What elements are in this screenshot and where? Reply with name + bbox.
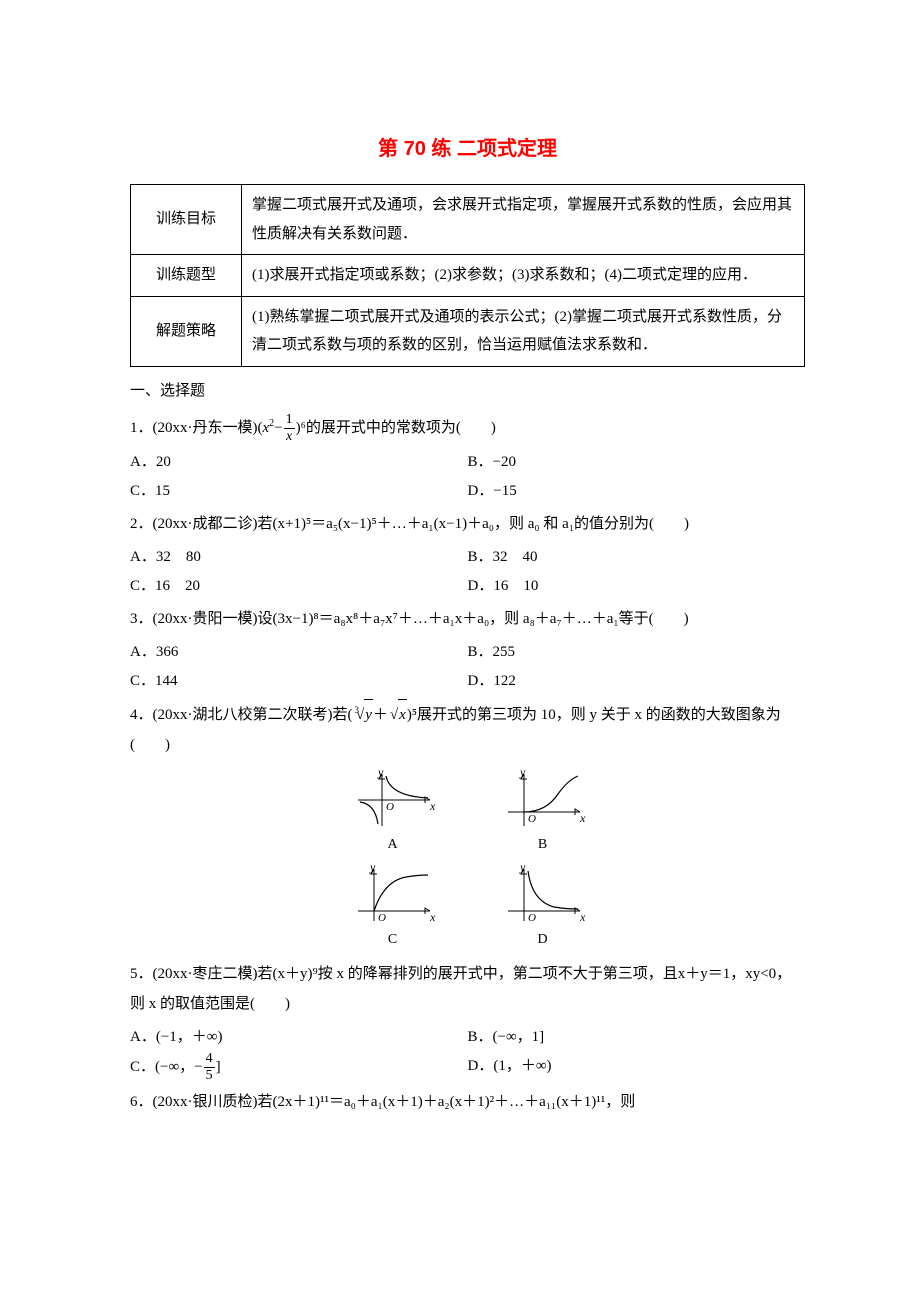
option-a: A．32 80 bbox=[130, 543, 468, 572]
option-d: D．(1，＋∞) bbox=[468, 1052, 806, 1083]
svg-text:x: x bbox=[429, 910, 436, 924]
table-row: 训练题型 (1)求展开式指定项或系数；(2)求参数；(3)求系数和；(4)二项式… bbox=[131, 255, 805, 297]
svg-text:y: y bbox=[519, 768, 526, 779]
graph-b: y x O B bbox=[498, 768, 588, 859]
option-b: B．(−∞，1] bbox=[468, 1023, 806, 1052]
svg-text:x: x bbox=[579, 910, 586, 924]
option-b: B．32 40 bbox=[468, 543, 806, 572]
option-a: A．(−1，＋∞) bbox=[130, 1023, 468, 1052]
q1-options: A．20 B．−20 C．15 D．−15 bbox=[130, 448, 805, 505]
plot-c-icon: y x O bbox=[348, 863, 438, 925]
graph-d: y x O D bbox=[498, 863, 588, 954]
question-2: 2．(20xx·成都二诊)若(x+1)⁵＝a₅(x−1)⁵＋…＋a₁(x−1)＋… bbox=[130, 509, 805, 539]
goal-table: 训练目标 掌握二项式展开式及通项，会求展开式指定项，掌握展开式系数的性质，会应用… bbox=[130, 184, 805, 367]
frac-den: x bbox=[284, 428, 295, 444]
question-3: 3．(20xx·贵阳一模)设(3x−1)⁸＝a₈x⁸＋a₇x⁷＋…＋a₁x＋a₀… bbox=[130, 604, 805, 634]
svg-text:x: x bbox=[579, 811, 586, 825]
frac-den: 5 bbox=[204, 1067, 215, 1083]
option-d: D．−15 bbox=[468, 477, 806, 506]
svg-text:y: y bbox=[369, 863, 376, 874]
question-5: 5．(20xx·枣庄二模)若(x＋y)⁹按 x 的降幂排列的展开式中，第二项不大… bbox=[130, 959, 805, 1019]
option-c: C．16 20 bbox=[130, 572, 468, 601]
root-radicand: y bbox=[364, 699, 373, 730]
row-label: 训练题型 bbox=[131, 255, 242, 297]
page-title: 第 70 练 二项式定理 bbox=[130, 130, 805, 168]
q4-stem-pre: 4．(20xx·湖北八校第二次联考)若( bbox=[130, 707, 352, 723]
row-text: 掌握二项式展开式及通项，会求展开式指定项，掌握展开式系数的性质，会应用其性质解决… bbox=[242, 185, 805, 255]
row-label: 训练目标 bbox=[131, 185, 242, 255]
frac-num: 4 bbox=[204, 1052, 215, 1067]
option-c: C．(−∞，−45] bbox=[130, 1052, 468, 1083]
option-c: C．15 bbox=[130, 477, 468, 506]
row-text: (1)求展开式指定项或系数；(2)求参数；(3)求系数和；(4)二项式定理的应用… bbox=[242, 255, 805, 297]
option-a: A．20 bbox=[130, 448, 468, 477]
svg-text:O: O bbox=[528, 912, 536, 924]
opt-c-post: ] bbox=[216, 1059, 221, 1075]
svg-text:y: y bbox=[519, 863, 526, 874]
q4-plus: ＋ bbox=[373, 707, 388, 723]
frac-num: 1 bbox=[284, 413, 295, 428]
fraction-icon: 45 bbox=[204, 1052, 215, 1083]
option-d: D．16 10 bbox=[468, 572, 806, 601]
opt-c-pre: C．(−∞，− bbox=[130, 1059, 203, 1075]
table-row: 训练目标 掌握二项式展开式及通项，会求展开式指定项，掌握展开式系数的性质，会应用… bbox=[131, 185, 805, 255]
q4-graphs: y x O A y x O B bbox=[130, 768, 805, 953]
fraction-icon: 1x bbox=[284, 413, 295, 444]
plot-a-icon: y x O bbox=[348, 768, 438, 830]
section-heading: 一、选择题 bbox=[130, 377, 805, 406]
graph-c: y x O C bbox=[348, 863, 438, 954]
table-row: 解题策略 (1)熟练掌握二项式展开式及通项的表示公式；(2)掌握二项式展开式系数… bbox=[131, 296, 805, 366]
root-index: 3 bbox=[354, 705, 359, 715]
row-text: (1)熟练掌握二项式展开式及通项的表示公式；(2)掌握二项式展开式系数性质，分清… bbox=[242, 296, 805, 366]
svg-text:O: O bbox=[386, 801, 394, 813]
question-4: 4．(20xx·湖北八校第二次联考)若(3√y＋√x)⁵展开式的第三项为 10，… bbox=[130, 699, 805, 760]
graph-b-label: B bbox=[498, 832, 588, 859]
question-1: 1．(20xx·丹东一模)(x2−1x)⁶的展开式中的常数项为( ) bbox=[130, 413, 805, 444]
svg-text:O: O bbox=[528, 813, 536, 825]
svg-text:O: O bbox=[378, 912, 386, 924]
svg-text:x: x bbox=[429, 799, 436, 813]
plot-d-icon: y x O bbox=[498, 863, 588, 925]
plot-b-icon: y x O bbox=[498, 768, 588, 830]
option-d: D．122 bbox=[468, 667, 806, 696]
svg-text:y: y bbox=[377, 768, 384, 779]
q5-options: A．(−1，＋∞) B．(−∞，1] C．(−∞，−45] D．(1，＋∞) bbox=[130, 1023, 805, 1083]
option-a: A．366 bbox=[130, 638, 468, 667]
cube-root-icon: 3√y bbox=[352, 699, 372, 730]
root-radicand: x bbox=[398, 699, 407, 730]
option-c: C．144 bbox=[130, 667, 468, 696]
page: 第 70 练 二项式定理 训练目标 掌握二项式展开式及通项，会求展开式指定项，掌… bbox=[0, 0, 920, 1302]
graph-a-label: A bbox=[348, 832, 438, 859]
q1-stem-pre: 1．(20xx·丹东一模)( bbox=[130, 420, 262, 436]
row-label: 解题策略 bbox=[131, 296, 242, 366]
option-b: B．255 bbox=[468, 638, 806, 667]
q3-options: A．366 B．255 C．144 D．122 bbox=[130, 638, 805, 695]
graph-d-label: D bbox=[498, 927, 588, 954]
option-b: B．−20 bbox=[468, 448, 806, 477]
q2-options: A．32 80 B．32 40 C．16 20 D．16 10 bbox=[130, 543, 805, 600]
graph-row-1: y x O A y x O B bbox=[130, 768, 805, 859]
graph-c-label: C bbox=[348, 927, 438, 954]
graph-row-2: y x O C y x O D bbox=[130, 863, 805, 954]
graph-a: y x O A bbox=[348, 768, 438, 859]
q1-stem-post: )⁶的展开式中的常数项为( ) bbox=[296, 420, 496, 436]
question-6: 6．(20xx·银川质检)若(2x＋1)¹¹＝a₀＋a₁(x＋1)＋a₂(x＋1… bbox=[130, 1087, 805, 1117]
sqrt-icon: √x bbox=[388, 699, 407, 730]
